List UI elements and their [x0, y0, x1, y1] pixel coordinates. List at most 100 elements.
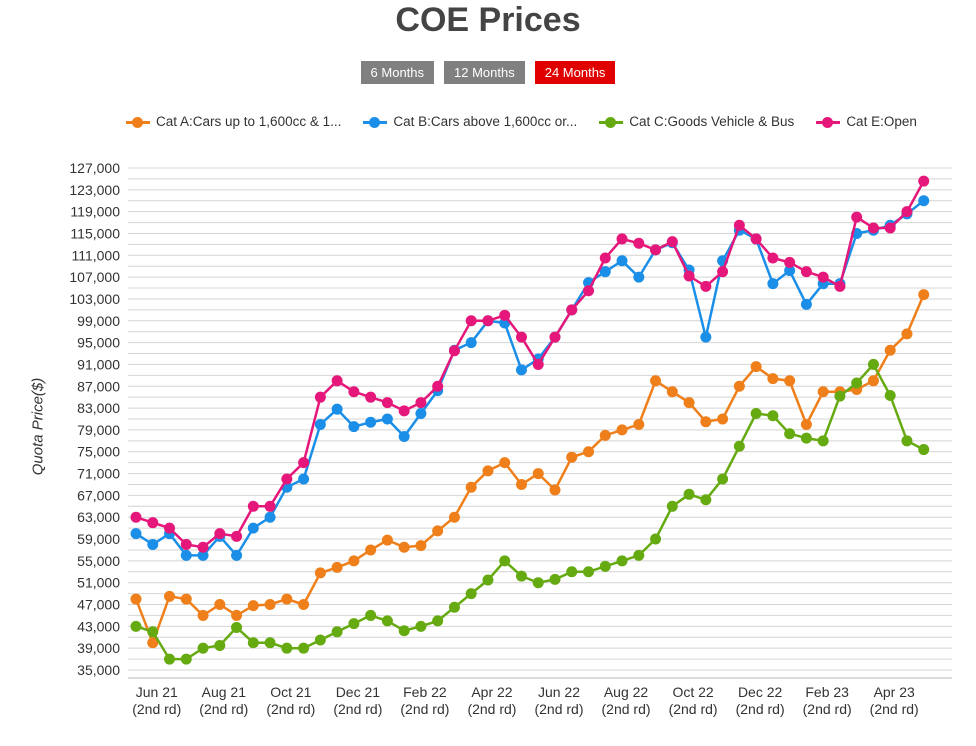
data-point[interactable]	[599, 252, 611, 264]
data-point[interactable]	[834, 390, 846, 402]
data-point[interactable]	[583, 566, 595, 578]
data-point[interactable]	[549, 573, 561, 585]
data-point[interactable]	[180, 549, 192, 561]
data-point[interactable]	[381, 615, 393, 627]
data-point[interactable]	[683, 488, 695, 500]
data-point[interactable]	[566, 304, 578, 316]
data-point[interactable]	[482, 315, 494, 327]
data-point[interactable]	[700, 280, 712, 292]
data-point[interactable]	[499, 309, 511, 321]
data-point[interactable]	[901, 206, 913, 218]
data-point[interactable]	[918, 444, 930, 456]
data-point[interactable]	[616, 255, 628, 267]
data-point[interactable]	[197, 541, 209, 553]
data-point[interactable]	[515, 478, 527, 490]
data-point[interactable]	[901, 328, 913, 340]
data-point[interactable]	[314, 567, 326, 579]
data-point[interactable]	[147, 637, 159, 649]
data-point[interactable]	[164, 590, 176, 602]
data-point[interactable]	[348, 421, 360, 433]
data-point[interactable]	[867, 375, 879, 387]
data-point[interactable]	[331, 375, 343, 387]
data-point[interactable]	[398, 430, 410, 442]
data-point[interactable]	[817, 271, 829, 283]
data-point[interactable]	[331, 626, 343, 638]
data-point[interactable]	[180, 539, 192, 550]
data-point[interactable]	[147, 626, 159, 638]
data-point[interactable]	[918, 289, 930, 301]
data-point[interactable]	[465, 481, 477, 493]
data-point[interactable]	[482, 574, 494, 586]
data-point[interactable]	[331, 561, 343, 573]
data-point[interactable]	[247, 522, 259, 534]
data-point[interactable]	[264, 599, 276, 611]
data-point[interactable]	[784, 428, 796, 440]
data-point[interactable]	[717, 473, 729, 485]
data-point[interactable]	[214, 528, 226, 540]
data-point[interactable]	[683, 397, 695, 409]
data-point[interactable]	[398, 405, 410, 417]
data-point[interactable]	[281, 642, 293, 654]
data-point[interactable]	[314, 418, 326, 430]
data-point[interactable]	[515, 331, 527, 343]
data-point[interactable]	[415, 397, 427, 409]
data-point[interactable]	[817, 435, 829, 447]
data-point[interactable]	[800, 418, 812, 430]
data-point[interactable]	[633, 271, 645, 283]
data-point[interactable]	[465, 588, 477, 600]
data-point[interactable]	[666, 236, 678, 248]
data-point[interactable]	[784, 256, 796, 268]
legend-item-cat-e[interactable]: Cat E:Open	[816, 112, 917, 132]
data-point[interactable]	[499, 555, 511, 567]
data-point[interactable]	[767, 278, 779, 290]
data-point[interactable]	[381, 534, 393, 546]
data-point[interactable]	[532, 577, 544, 589]
data-point[interactable]	[247, 600, 259, 612]
data-point[interactable]	[633, 237, 645, 249]
data-point[interactable]	[348, 386, 360, 398]
data-point[interactable]	[867, 222, 879, 234]
data-point[interactable]	[348, 618, 360, 630]
data-point[interactable]	[717, 413, 729, 425]
data-point[interactable]	[130, 620, 142, 632]
data-point[interactable]	[130, 511, 142, 523]
data-point[interactable]	[432, 615, 444, 627]
data-point[interactable]	[381, 413, 393, 425]
data-point[interactable]	[264, 511, 276, 523]
data-point[interactable]	[683, 270, 695, 282]
data-point[interactable]	[147, 517, 159, 529]
data-point[interactable]	[164, 653, 176, 665]
data-point[interactable]	[800, 266, 812, 278]
data-point[interactable]	[180, 653, 192, 665]
data-point[interactable]	[432, 380, 444, 392]
data-point[interactable]	[197, 642, 209, 654]
data-point[interactable]	[867, 358, 879, 370]
data-point[interactable]	[884, 222, 896, 234]
data-point[interactable]	[666, 500, 678, 512]
data-point[interactable]	[298, 457, 310, 469]
data-point[interactable]	[616, 233, 628, 245]
data-point[interactable]	[549, 331, 561, 343]
data-point[interactable]	[515, 364, 527, 376]
data-point[interactable]	[616, 555, 628, 567]
data-point[interactable]	[633, 418, 645, 430]
data-point[interactable]	[666, 386, 678, 398]
data-point[interactable]	[197, 609, 209, 621]
data-point[interactable]	[800, 432, 812, 444]
data-point[interactable]	[465, 337, 477, 349]
data-point[interactable]	[515, 570, 527, 582]
data-point[interactable]	[448, 511, 460, 523]
data-point[interactable]	[583, 285, 595, 297]
data-point[interactable]	[733, 219, 745, 231]
data-point[interactable]	[800, 298, 812, 310]
data-point[interactable]	[851, 377, 863, 389]
data-point[interactable]	[532, 468, 544, 480]
data-point[interactable]	[784, 375, 796, 387]
data-point[interactable]	[549, 484, 561, 496]
data-point[interactable]	[599, 266, 611, 278]
data-point[interactable]	[432, 525, 444, 537]
data-point[interactable]	[750, 361, 762, 373]
data-point[interactable]	[214, 599, 226, 611]
data-point[interactable]	[415, 408, 427, 420]
data-point[interactable]	[700, 331, 712, 343]
